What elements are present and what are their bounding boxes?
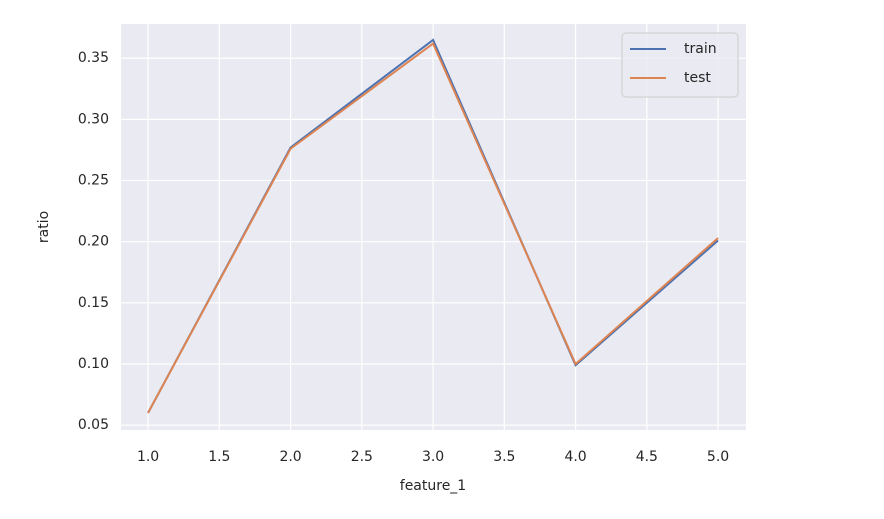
y-tick-label: 0.25 [78,173,109,189]
y-tick-label: 0.30 [78,111,109,127]
y-tick-label: 0.20 [78,234,109,250]
y-tick-label: 0.35 [78,50,109,66]
series-line [147,42,719,414]
legend-label: train [684,41,717,57]
x-tick-label: 2.5 [351,449,373,465]
lines [147,38,719,414]
x-tick-label: 2.0 [279,449,301,465]
x-axis-label: feature_1 [400,478,466,494]
legend-box [621,32,739,98]
legend: train test [621,32,739,98]
x-tick-label: 4.0 [564,449,586,465]
y-axis-label: ratio [36,211,52,243]
x-tick-label: 1.0 [137,449,159,465]
x-tick-label: 5.0 [707,449,729,465]
y-tick-label: 0.10 [78,356,109,372]
y-tick-label: 0.15 [78,295,109,311]
x-tick-label: 3.5 [493,449,515,465]
x-tick-label: 1.5 [208,449,230,465]
x-tick-label: 3.0 [422,449,444,465]
x-tick-label: 4.5 [636,449,658,465]
y-tick-label: 0.05 [78,417,109,433]
legend-label: test [684,70,711,86]
